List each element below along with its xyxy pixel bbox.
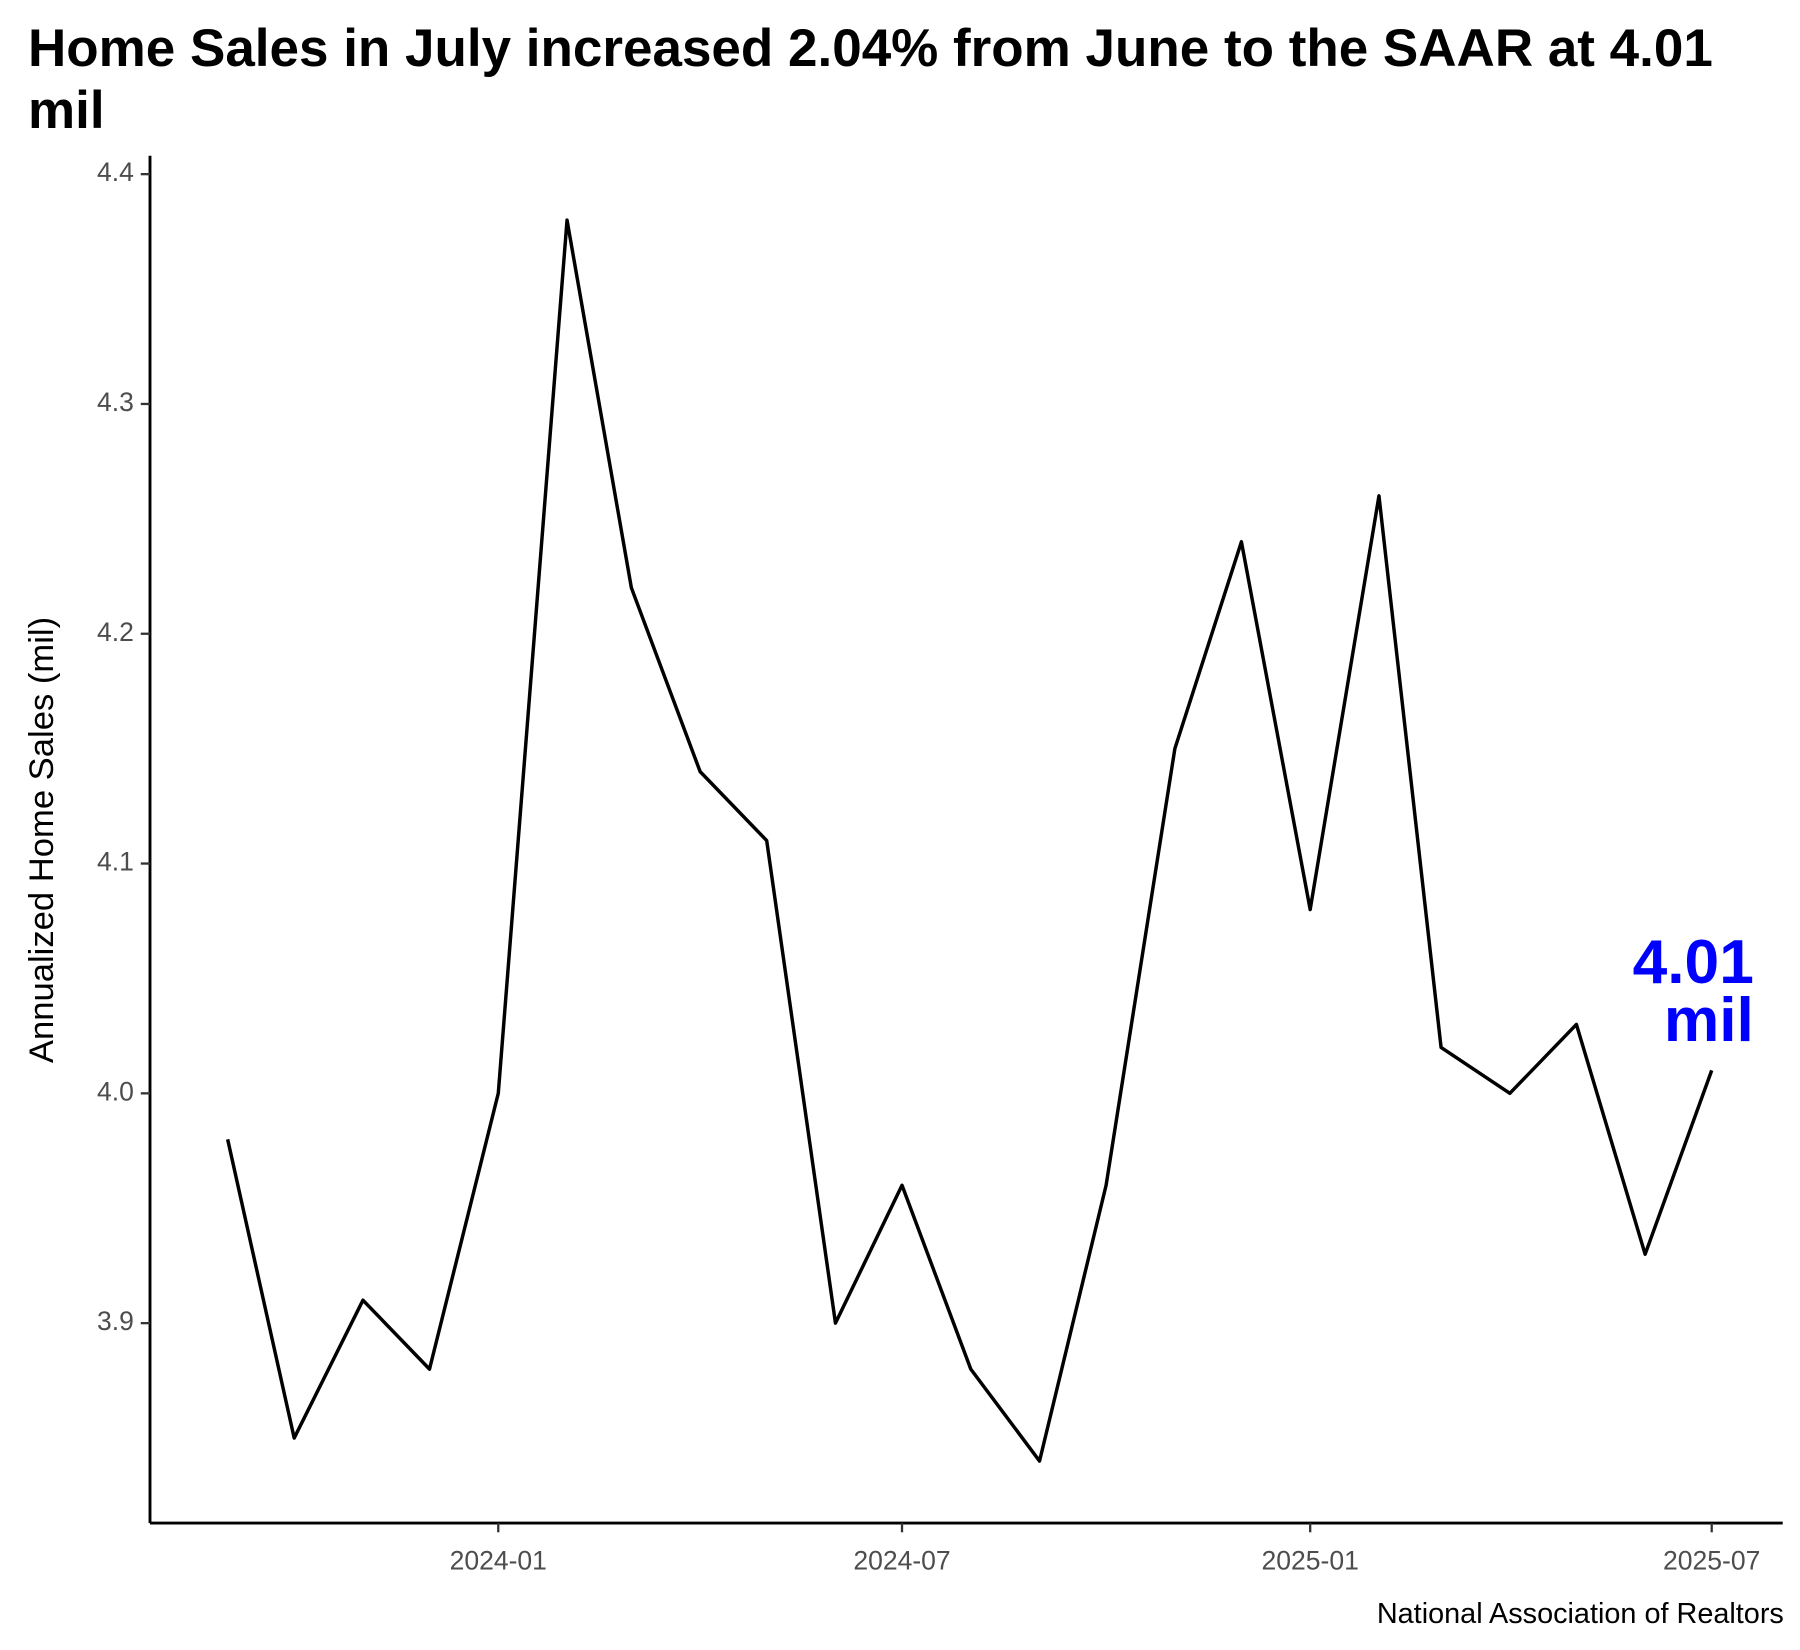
y-tick-label: 4.2	[97, 617, 134, 647]
x-tick-label: 2025-07	[1663, 1545, 1760, 1575]
annotation: 4.01 mil	[1633, 928, 1754, 1055]
y-tick-label: 4.3	[97, 387, 134, 417]
caption: National Association of Realtors	[1377, 1598, 1784, 1630]
line	[225, 218, 1714, 1463]
chart-title: Home Sales in July increased 2.04% from …	[28, 19, 1713, 140]
x-tick-label: 2024-07	[853, 1545, 950, 1575]
annotation-line: 4.01	[1633, 928, 1754, 997]
y-axis-title: Annualized Home Sales (mil)	[23, 617, 61, 1063]
y-tick-label: 4.4	[97, 157, 134, 187]
y-tick-label: 4.0	[97, 1076, 134, 1106]
y-tick-label: 4.1	[97, 847, 134, 877]
annotation-line: mil	[1664, 986, 1754, 1055]
y-tick-label: 3.9	[97, 1306, 134, 1336]
x-tick-label: 2024-01	[450, 1545, 547, 1575]
x-tick-label: 2025-01	[1262, 1545, 1359, 1575]
